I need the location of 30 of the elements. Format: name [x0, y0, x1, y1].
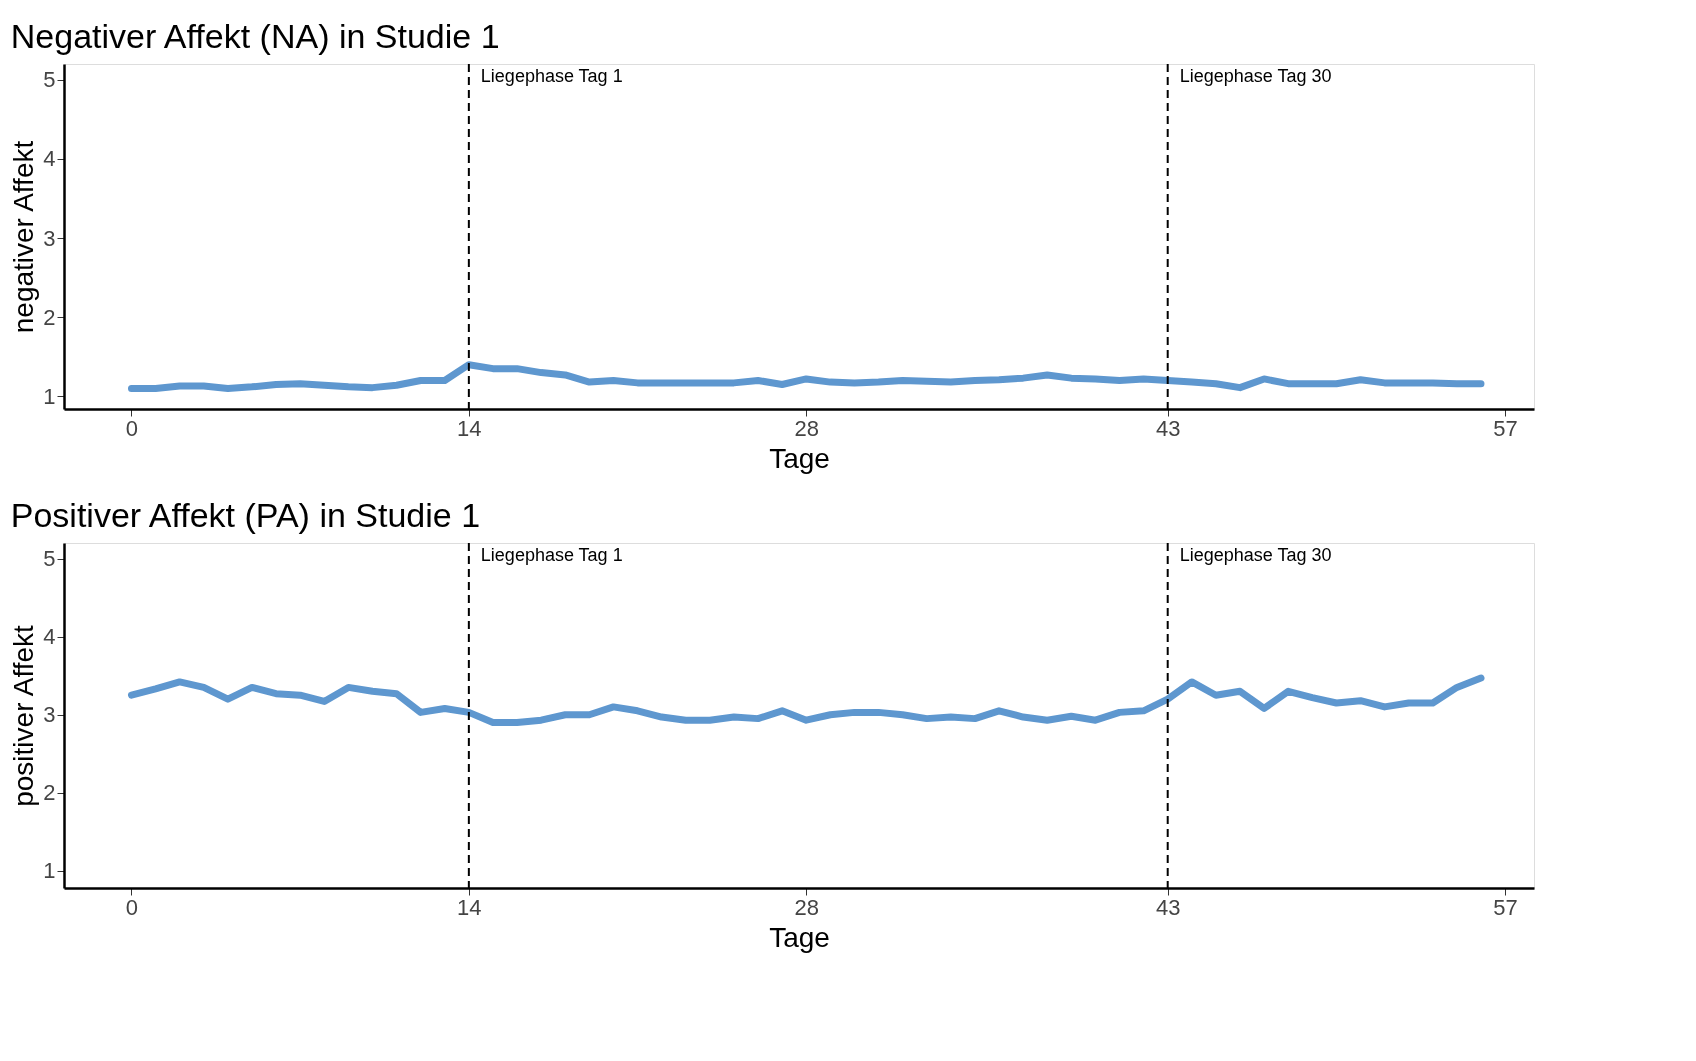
- x-tick-label: 57: [1493, 894, 1518, 920]
- y-tick-label: 5: [43, 67, 56, 93]
- ref-line-label: Liegephase Tag 30: [1179, 545, 1332, 565]
- y-tick-label: 1: [43, 383, 56, 409]
- x-tick-label: 28: [794, 415, 819, 441]
- y-tick-label: 2: [43, 304, 56, 330]
- y-tick-label: 1: [43, 858, 56, 884]
- x-tick-label: 28: [794, 894, 819, 920]
- ref-line-label: Liegephase Tag 1: [480, 66, 623, 86]
- y-tick-label: 2: [43, 780, 56, 806]
- x-tick-label: 14: [457, 415, 482, 441]
- x-tick-label: 0: [125, 894, 139, 920]
- y-tick-label: 5: [43, 546, 56, 572]
- ref-line-label: Liegephase Tag 30: [1179, 66, 1332, 86]
- y-tick-label: 3: [43, 702, 56, 728]
- y-tick-label: 3: [43, 225, 56, 251]
- y-axis-title: negativer Affekt: [8, 140, 40, 334]
- x-tick-label: 0: [125, 415, 139, 441]
- x-tick-label: 43: [1155, 894, 1181, 920]
- x-tick-label: 57: [1493, 415, 1518, 441]
- ref-line-label: Liegephase Tag 1: [480, 545, 623, 565]
- chart-title: Negativer Affekt (NA) in Studie 1: [10, 17, 500, 55]
- y-axis-title: positiver Affekt: [8, 624, 40, 807]
- y-tick-label: 4: [43, 146, 56, 172]
- x-tick-label: 14: [457, 894, 482, 920]
- y-tick-label: 4: [43, 624, 56, 650]
- x-axis-title: Tage: [769, 442, 830, 474]
- chart-title: Positiver Affekt (PA) in Studie 1: [10, 496, 481, 534]
- x-tick-label: 43: [1155, 415, 1181, 441]
- x-axis-title: Tage: [769, 921, 830, 953]
